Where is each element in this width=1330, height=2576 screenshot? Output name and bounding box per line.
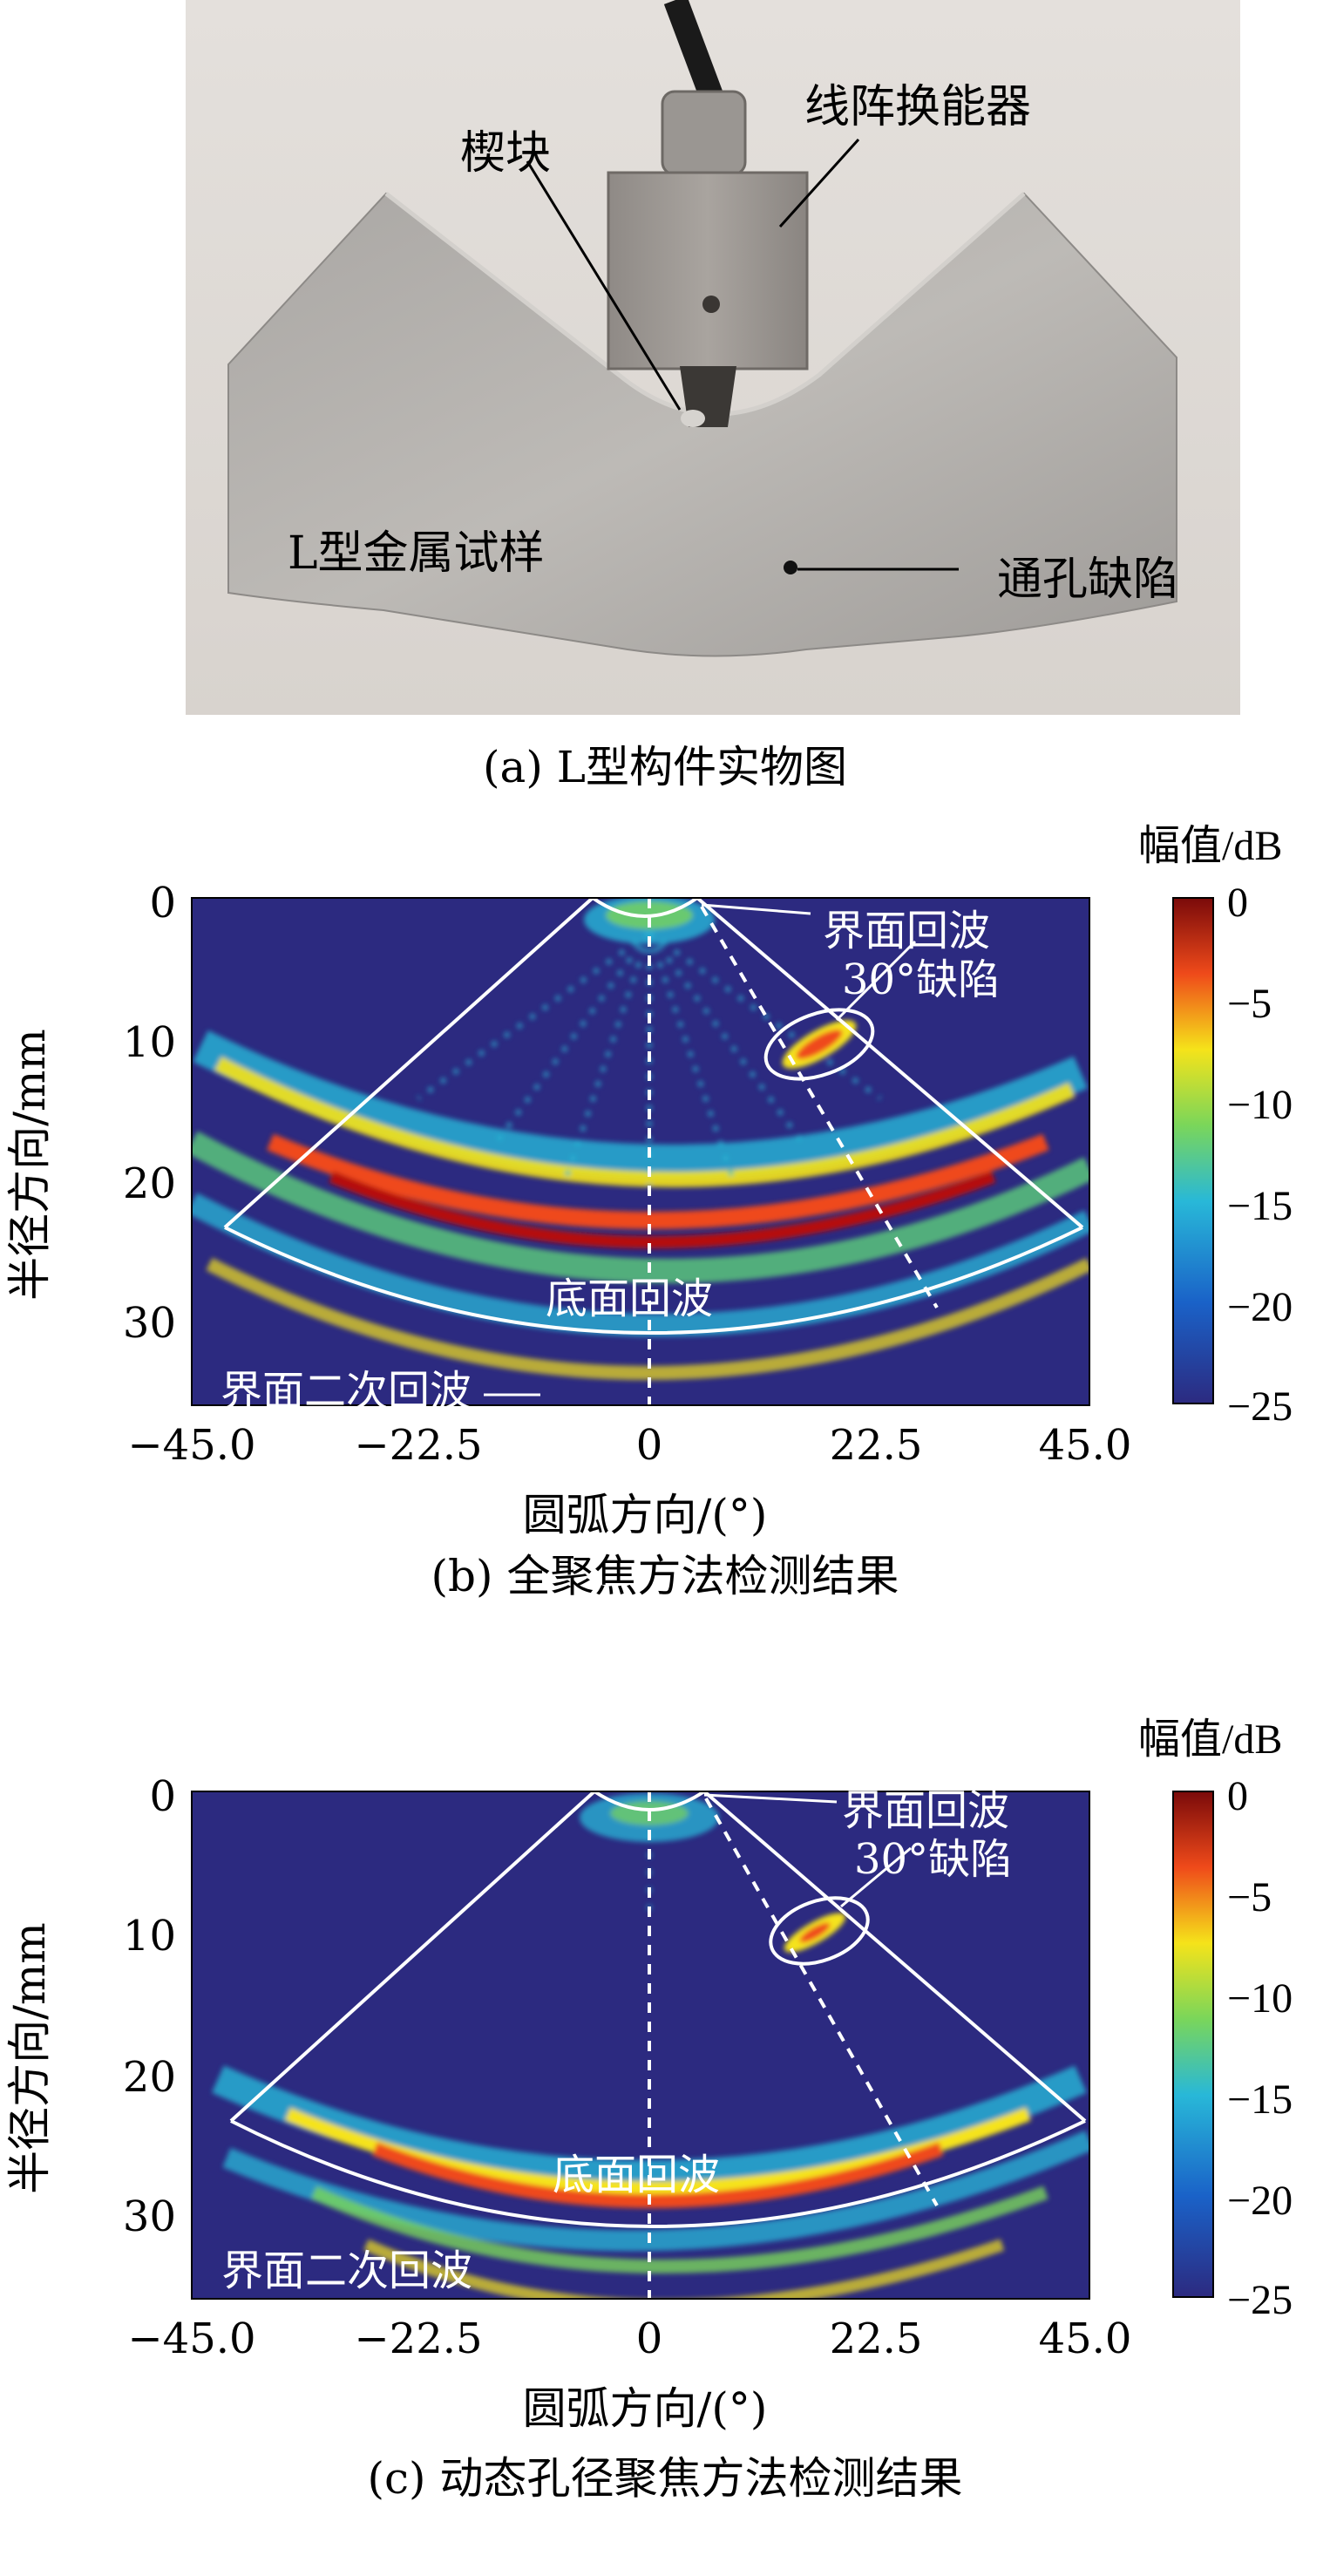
- dynamic-aperture-heatmap-chart: [191, 1790, 1214, 2300]
- defect-ellipse: [769, 1896, 870, 1966]
- annot-defect: 30°缺陷: [842, 955, 1001, 1004]
- colorbar-tick: −20: [1227, 2178, 1293, 2224]
- x-tick: −22.5: [354, 1421, 483, 1470]
- colorbar: [1172, 1791, 1214, 2298]
- plot-frame: [191, 1791, 1090, 2300]
- colorbar-tick: −10: [1227, 1975, 1293, 2022]
- panel-a: 楔块 线阵换能器 L型金属试样 通孔缺陷 (a) L型构件实物图: [0, 0, 1330, 792]
- x-tick: 0: [635, 2314, 663, 2363]
- plot-frame: [191, 897, 1090, 1406]
- colorbar-tick: −20: [1227, 1284, 1293, 1330]
- leader-defect-b: [835, 940, 917, 1022]
- y-tick: 0: [149, 1772, 176, 1821]
- x-tick: −45.0: [127, 2314, 256, 2363]
- wedge-tip: [681, 410, 705, 427]
- panel-c: 幅值/dB: [0, 1704, 1330, 2576]
- bottom-echo-band: [193, 1030, 1089, 1179]
- y-tick: 10: [122, 1018, 176, 1067]
- colorbar-tick: −15: [1227, 2076, 1293, 2123]
- y-tick: 30: [122, 1299, 176, 1348]
- bottom-echo-band: [212, 2065, 1087, 2190]
- colorbar-tick: −15: [1227, 1183, 1293, 1229]
- sector-outline: [229, 1790, 596, 2123]
- colorbar-tick: −5: [1227, 981, 1272, 1027]
- angle-30-dashed-line: [704, 1798, 939, 2206]
- transducer-block: [607, 171, 809, 370]
- caption-c: (c) 动态孔径聚焦方法检测结果: [367, 2453, 963, 2504]
- colorbar: [1172, 897, 1214, 1404]
- x-axis-label: 圆弧方向/(°): [522, 2383, 768, 2434]
- caption-b: (b) 全聚焦方法检测结果: [431, 1551, 899, 1601]
- annot-second-interface-echo: 界面二次回波: [221, 2246, 473, 2295]
- leader-transducer: [778, 138, 860, 228]
- y-axis-label: 半径方向/mm: [4, 1922, 55, 2194]
- transducer-cable: [663, 0, 727, 109]
- annot-interface-echo: 界面回波: [823, 907, 991, 955]
- leader-defect-c: [840, 1846, 912, 1908]
- second-interface-echo-band: [192, 1131, 1089, 1283]
- y-tick: 10: [122, 1912, 176, 1961]
- x-tick: 22.5: [829, 2314, 923, 2363]
- annot-bottom-echo: 底面回波: [553, 2151, 721, 2199]
- annot-second-interface-echo: 界面二次回波: [221, 1367, 472, 1416]
- plot-area: [192, 1791, 1089, 2299]
- x-tick: 45.0: [1038, 1421, 1132, 1470]
- x-tick: −22.5: [354, 2314, 483, 2363]
- colorbar-title: 幅值/dB: [1138, 823, 1283, 869]
- y-axis-label: 半径方向/mm: [4, 1029, 55, 1301]
- colorbar-tick: −5: [1227, 1874, 1272, 1920]
- y-tick: 30: [122, 2192, 176, 2241]
- panel-b: 幅值/dB: [0, 811, 1330, 1682]
- sector-outline: [223, 896, 594, 1229]
- defect-hole: [784, 561, 797, 574]
- leader-interface: [701, 903, 811, 915]
- colorbar-tick: −25: [1227, 2277, 1293, 2323]
- y-tick: 20: [122, 1159, 176, 1208]
- x-axis-label: 圆弧方向/(°): [522, 1490, 768, 1540]
- x-tick: 0: [635, 1421, 663, 1470]
- colorbar-tick: −10: [1227, 1082, 1293, 1128]
- leader-interface: [703, 1793, 838, 1804]
- colorbar-tick: −25: [1227, 1383, 1293, 1430]
- caption-a: (a) L型构件实物图: [483, 742, 847, 792]
- defect-ellipse: [763, 1008, 875, 1081]
- specimen-photo: [186, 0, 1240, 715]
- colorbar-tick: 0: [1227, 880, 1248, 926]
- leader-wedge: [526, 160, 682, 411]
- x-tick: −45.0: [127, 1421, 256, 1470]
- transducer-connector: [661, 90, 747, 176]
- transducer-screw: [702, 296, 720, 313]
- colorbar-title: 幅值/dB: [1138, 1716, 1283, 1763]
- label-defect: 通孔缺陷: [997, 554, 1179, 606]
- annot-defect: 30°缺陷: [854, 1835, 1013, 1884]
- y-tick: 0: [149, 879, 176, 928]
- annot-bottom-echo: 底面回波: [546, 1274, 714, 1323]
- label-wedge: 楔块: [460, 127, 552, 180]
- tfm-heatmap-chart: [191, 896, 1214, 1406]
- label-transducer: 线阵换能器: [804, 81, 1032, 133]
- y-tick: 20: [122, 2053, 176, 2102]
- label-specimen: L型金属试样: [288, 527, 545, 580]
- annot-interface-echo: 界面回波: [842, 1786, 1010, 1835]
- x-tick: 22.5: [829, 1421, 923, 1470]
- angle-30-dashed-line: [700, 905, 939, 1309]
- colorbar-tick: 0: [1227, 1773, 1248, 1819]
- x-tick: 45.0: [1038, 2314, 1132, 2363]
